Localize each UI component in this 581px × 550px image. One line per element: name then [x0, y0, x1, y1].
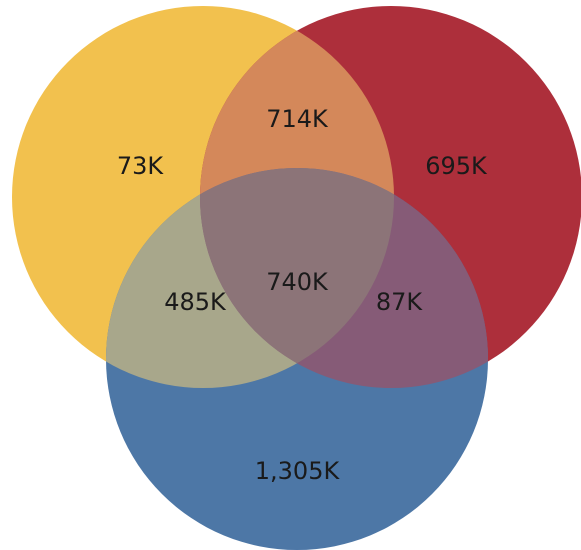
- label-ac: 485K: [164, 288, 227, 316]
- label-abc: 740K: [266, 268, 329, 296]
- label-ab: 714K: [266, 105, 329, 133]
- label-a-only: 73K: [117, 152, 165, 180]
- label-c-only: 1,305K: [255, 457, 341, 485]
- label-b-only: 695K: [425, 152, 488, 180]
- label-bc: 87K: [376, 288, 424, 316]
